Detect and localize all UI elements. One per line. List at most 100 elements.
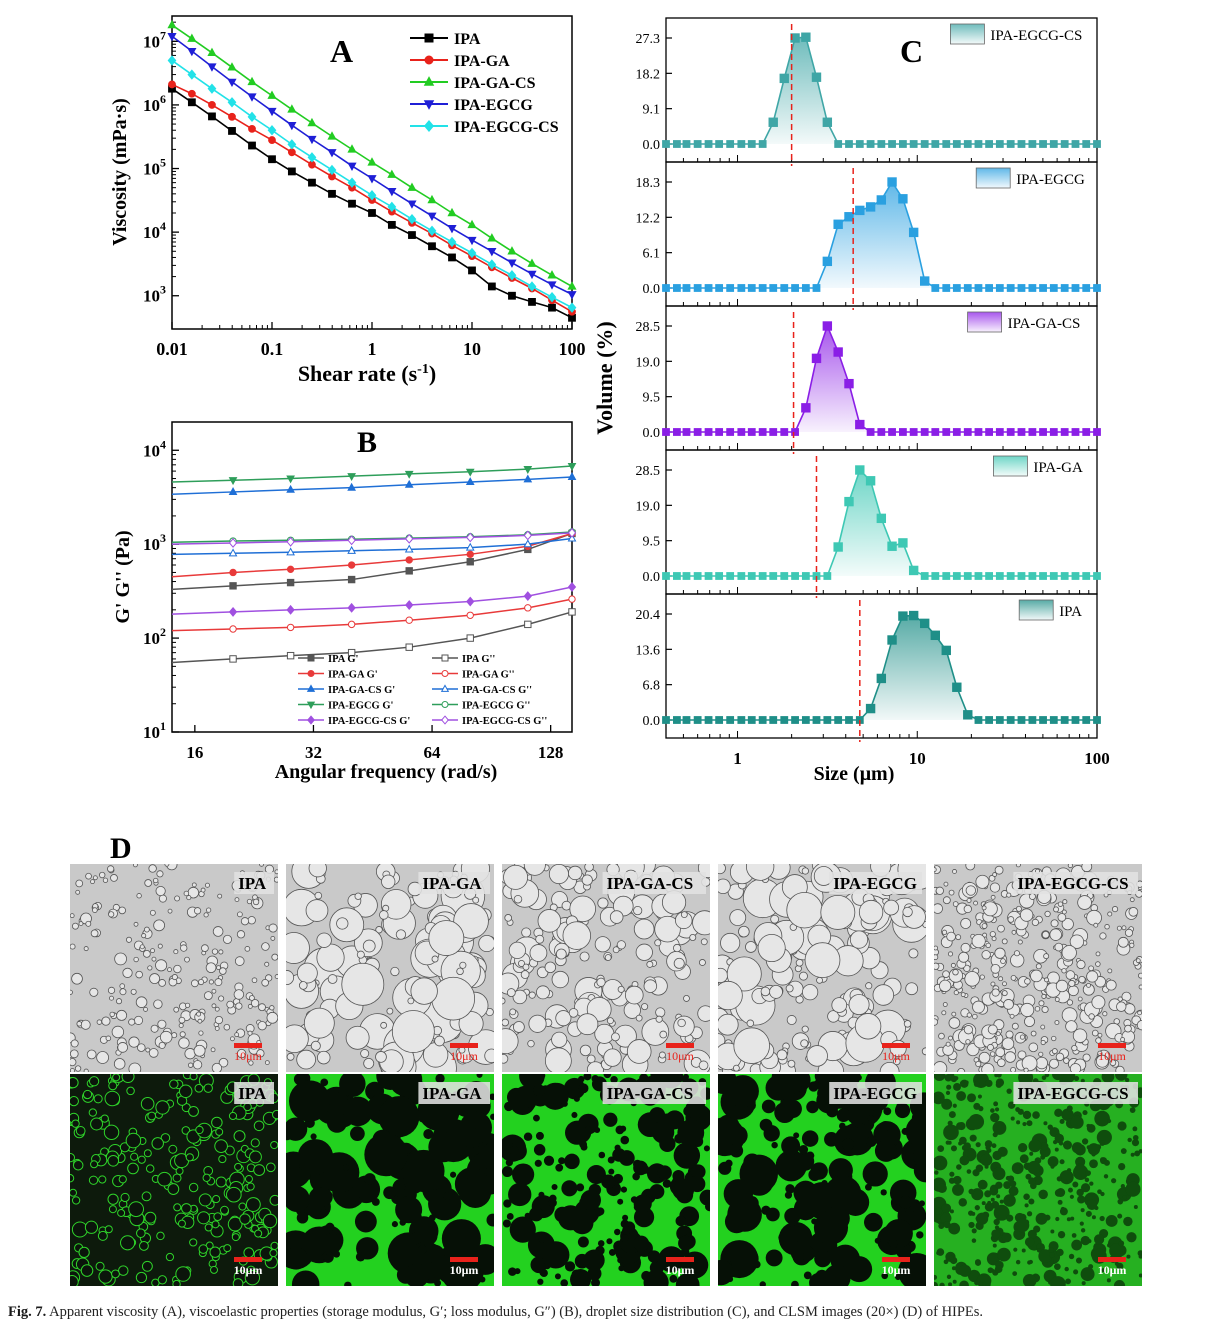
droplet — [1003, 1194, 1016, 1207]
data-point — [1082, 284, 1091, 292]
droplet — [785, 984, 794, 993]
droplet — [774, 1074, 803, 1096]
droplet — [583, 1074, 592, 1081]
data-point — [207, 47, 217, 57]
droplet — [586, 1164, 606, 1185]
droplet — [568, 1008, 579, 1018]
data-point — [1017, 140, 1026, 148]
droplet — [502, 1166, 513, 1178]
droplet — [165, 1252, 175, 1262]
legend-entry: IPA G' — [298, 654, 359, 665]
droplet — [125, 1132, 142, 1149]
droplet — [1027, 1160, 1041, 1175]
data-point — [834, 716, 843, 724]
droplet — [1061, 1074, 1076, 1083]
droplet — [746, 864, 775, 881]
data-point — [286, 536, 295, 547]
legend-entry: IPA-EGCG-CS G'' — [432, 715, 547, 727]
data-point — [167, 55, 177, 66]
droplet — [1111, 906, 1119, 913]
data-point — [347, 648, 356, 657]
droplet — [428, 1187, 462, 1221]
droplet — [1129, 897, 1135, 903]
droplet — [698, 1060, 709, 1071]
droplet — [808, 1168, 821, 1182]
droplet — [173, 1006, 180, 1013]
data-point — [187, 47, 197, 57]
droplet — [521, 927, 532, 938]
image-label-box — [829, 872, 922, 894]
data-point — [693, 284, 702, 292]
data-point — [208, 112, 216, 121]
droplet — [310, 1040, 321, 1051]
data-point — [405, 556, 413, 564]
droplet — [952, 1279, 957, 1284]
droplet — [1056, 1248, 1064, 1257]
droplet — [1054, 1189, 1063, 1197]
panel-a-x-tick-label: 1 — [368, 339, 377, 359]
droplet — [1116, 925, 1122, 931]
subplot-ipa: 0.06.813.620.4 IPA — [636, 593, 1101, 742]
data-point — [682, 140, 691, 148]
droplet — [718, 967, 728, 984]
droplet — [613, 1173, 624, 1184]
droplet — [718, 1074, 724, 1084]
droplet — [1136, 1020, 1142, 1031]
droplet — [647, 1250, 661, 1263]
data-point — [287, 104, 297, 113]
droplet — [227, 1216, 243, 1232]
data-point — [823, 716, 832, 724]
data-point — [465, 477, 475, 486]
droplet — [99, 871, 106, 879]
droplet — [145, 1047, 151, 1053]
droplet — [955, 934, 962, 941]
data-point — [887, 635, 897, 645]
data-point — [227, 78, 237, 88]
droplet — [943, 881, 949, 887]
droplet — [703, 1145, 710, 1152]
droplet — [654, 939, 662, 947]
droplet — [218, 1154, 227, 1164]
droplet — [1061, 1108, 1074, 1121]
droplet — [223, 1023, 231, 1031]
droplet — [633, 906, 643, 916]
droplet — [1021, 1055, 1038, 1072]
droplet — [327, 974, 338, 984]
data-point — [408, 231, 416, 239]
droplet — [1048, 1252, 1055, 1259]
droplet — [88, 1076, 100, 1087]
droplet — [133, 921, 139, 927]
legend-swatch — [950, 23, 985, 45]
droplet — [1067, 1187, 1073, 1193]
droplet — [248, 1060, 254, 1066]
data-point — [187, 69, 197, 80]
data-point — [267, 125, 277, 136]
droplet — [93, 1094, 103, 1104]
droplet — [723, 1179, 754, 1209]
data-point — [931, 428, 940, 436]
data-point — [567, 291, 577, 300]
droplet — [616, 940, 626, 950]
subplot-ipa-ga-cs: 0.09.519.028.5 IPA-GA-CS — [636, 305, 1101, 454]
droplet — [657, 1165, 672, 1180]
droplet — [952, 869, 957, 874]
droplet — [119, 988, 127, 996]
droplet — [950, 962, 956, 968]
droplet — [1016, 1120, 1021, 1125]
droplet — [1051, 1048, 1058, 1055]
droplet — [1079, 1221, 1084, 1226]
image-label: IPA-GA — [422, 874, 482, 893]
droplet — [410, 977, 438, 1005]
droplet — [140, 1097, 155, 1111]
droplet — [80, 1264, 94, 1277]
droplet — [612, 946, 620, 954]
droplet — [974, 1280, 980, 1286]
droplet — [899, 1195, 912, 1209]
droplet — [70, 1153, 76, 1163]
droplet — [1008, 1186, 1019, 1197]
data-point — [1071, 428, 1080, 436]
droplet — [1059, 1118, 1065, 1125]
droplet — [560, 1279, 569, 1286]
droplet — [1061, 945, 1077, 961]
